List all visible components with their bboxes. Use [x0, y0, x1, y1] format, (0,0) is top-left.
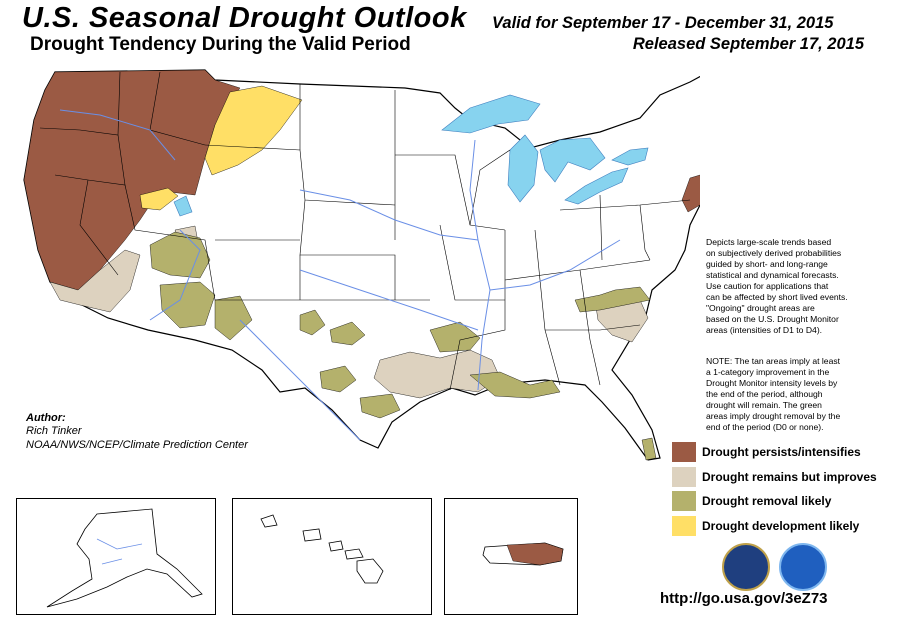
legend-label: Drought removal likely	[702, 494, 832, 508]
conus-drought-map	[23, 69, 700, 461]
removal-areas	[149, 231, 657, 461]
map-note: NOTE: The tan areas imply at least a 1-c…	[706, 356, 841, 432]
alaska-map	[46, 508, 203, 608]
legend-swatch-development	[672, 516, 696, 536]
persists-areas	[23, 69, 700, 291]
legend-item-improves: Drought remains but improves	[672, 466, 877, 488]
commerce-seal-icon	[722, 543, 770, 591]
puerto-rico-inset	[444, 498, 578, 615]
legend-item-development: Drought development likely	[672, 515, 859, 537]
legend-item-persists: Drought persists/intensifies	[672, 441, 861, 463]
map-description: Depicts large-scale trends based on subj…	[706, 237, 848, 335]
author-organization: NOAA/NWS/NCEP/Climate Prediction Center	[26, 439, 248, 451]
author-heading: Author:	[26, 412, 66, 424]
legend-label: Drought remains but improves	[702, 470, 877, 484]
author-name: Rich Tinker	[26, 425, 82, 437]
rivers	[59, 109, 621, 441]
page-title: U.S. Seasonal Drought Outlook	[22, 2, 467, 34]
legend-item-removal: Drought removal likely	[672, 490, 831, 512]
legend-swatch-persists	[672, 442, 696, 462]
hawaii-map	[260, 514, 384, 584]
development-areas	[139, 85, 303, 211]
puerto-rico-map	[482, 542, 564, 566]
noaa-logo-icon	[779, 543, 827, 591]
legend-label: Drought development likely	[702, 519, 860, 533]
release-date: Released September 17, 2015	[632, 35, 864, 53]
great-lakes	[173, 94, 649, 217]
hawaii-inset	[232, 498, 432, 615]
alaska-inset	[16, 498, 216, 615]
legend-label: Drought persists/intensifies	[702, 445, 861, 459]
valid-period: Valid for September 17 - December 31, 20…	[492, 14, 834, 32]
legend-swatch-improves	[672, 467, 696, 487]
legend-swatch-removal	[672, 491, 696, 511]
page-subtitle: Drought Tendency During the Valid Period	[30, 34, 411, 55]
outlook-url[interactable]: http://go.usa.gov/3eZ73	[660, 590, 828, 607]
